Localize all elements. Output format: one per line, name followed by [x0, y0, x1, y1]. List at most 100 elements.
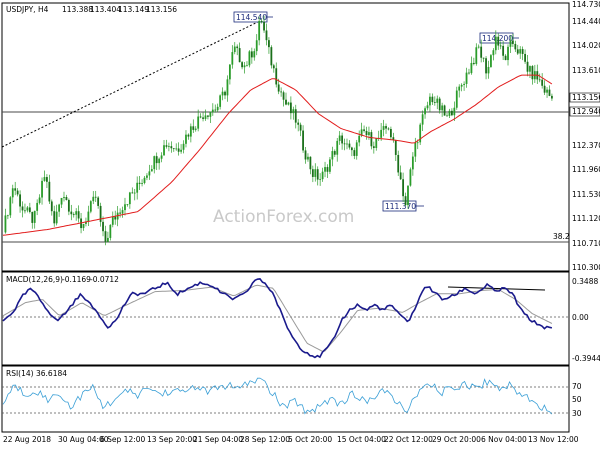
candle: [411, 152, 414, 176]
candle-body: [255, 40, 258, 52]
candle-body: [202, 117, 204, 119]
candle-body: [33, 210, 36, 223]
candle: [355, 139, 358, 160]
candle: [387, 127, 390, 131]
candle-body: [253, 51, 256, 58]
candle-body: [228, 64, 231, 80]
candle: [275, 62, 278, 88]
candle-body: [243, 65, 246, 68]
candle-body: [194, 128, 197, 130]
candle-body: [167, 146, 170, 147]
candle: [382, 119, 385, 137]
candle-body: [331, 151, 334, 160]
candle: [236, 44, 239, 56]
candle: [397, 150, 400, 176]
candle: [202, 112, 204, 122]
x-tick: 29 Oct 20:00: [432, 435, 481, 444]
candle: [9, 196, 12, 218]
candle: [143, 176, 146, 185]
candle-body: [92, 196, 95, 202]
candle: [165, 139, 168, 149]
candle: [499, 41, 502, 50]
candle-body: [292, 109, 295, 114]
candle: [458, 84, 461, 98]
candle-body: [321, 171, 324, 180]
x-tick: 15 Oct 04:00: [337, 435, 386, 444]
candle-body: [358, 135, 361, 143]
candle-body: [307, 156, 309, 160]
candle-body: [472, 62, 475, 64]
candle-body: [104, 231, 107, 242]
candle: [494, 30, 497, 55]
candle: [238, 42, 241, 63]
candle-body: [265, 30, 268, 41]
candle-body: [375, 138, 378, 148]
candle: [292, 106, 295, 120]
candle-body: [275, 68, 278, 85]
trend-line: [1, 16, 269, 148]
ohlc-close: 113.156: [146, 5, 177, 14]
candle-body: [504, 55, 507, 61]
x-tick: 21 Sep 04:00: [193, 435, 243, 444]
candle: [63, 191, 65, 202]
candle: [311, 165, 314, 183]
candle: [228, 63, 231, 85]
candle-body: [443, 105, 446, 116]
ohlc-open: 113.388: [62, 5, 93, 14]
candle: [372, 141, 375, 154]
candle-body: [155, 156, 158, 164]
candle-body: [409, 169, 412, 186]
rsi-y-axis: 70 50 30: [572, 382, 582, 418]
candle-body: [19, 194, 21, 207]
candle-body: [282, 92, 285, 100]
candle: [111, 211, 114, 228]
candle-body: [43, 177, 46, 181]
x-tick: 28 Sep 12:00: [240, 435, 290, 444]
candle-body: [333, 151, 336, 155]
candle: [21, 201, 24, 218]
candle: [268, 37, 270, 54]
candle-body: [226, 79, 229, 96]
candle-body: [514, 43, 517, 50]
candle-body: [138, 182, 141, 184]
candle-body: [302, 130, 304, 151]
candle-body: [499, 45, 502, 47]
candle-body: [207, 115, 209, 117]
candle-body: [72, 214, 75, 216]
candle-body: [14, 188, 17, 191]
candle-body: [192, 126, 195, 130]
candle-body: [60, 197, 63, 205]
candle: [43, 170, 46, 182]
candle: [333, 149, 336, 158]
candle: [258, 16, 261, 46]
candle-body: [67, 199, 70, 212]
price-tick: 114.440: [572, 17, 600, 26]
candle-body: [511, 40, 514, 44]
candle-body: [543, 85, 546, 93]
candle: [394, 139, 397, 161]
candle-body: [58, 204, 61, 212]
candle-body: [309, 156, 312, 170]
candle: [331, 146, 334, 167]
candle-body: [199, 116, 202, 118]
candle: [243, 62, 246, 74]
candle-series: [4, 15, 553, 246]
candle: [436, 95, 439, 110]
candle: [307, 153, 309, 162]
candle-body: [224, 91, 226, 96]
candle: [58, 203, 61, 217]
price-y-axis: 114.730 114.440 114.020 113.610 113.156 …: [569, 0, 600, 272]
candle-body: [450, 110, 453, 116]
moving-average-line: [2, 74, 553, 236]
candle-body: [65, 196, 68, 200]
candle: [390, 126, 392, 140]
candle: [77, 205, 80, 223]
candle: [155, 152, 158, 171]
candle-body: [172, 148, 175, 150]
candle-body: [102, 221, 104, 232]
candle: [128, 191, 131, 209]
candle: [97, 196, 100, 209]
candle: [146, 173, 148, 181]
price-header: USDJPY, H4 113.388 113.404 113.149 113.1…: [6, 5, 177, 14]
